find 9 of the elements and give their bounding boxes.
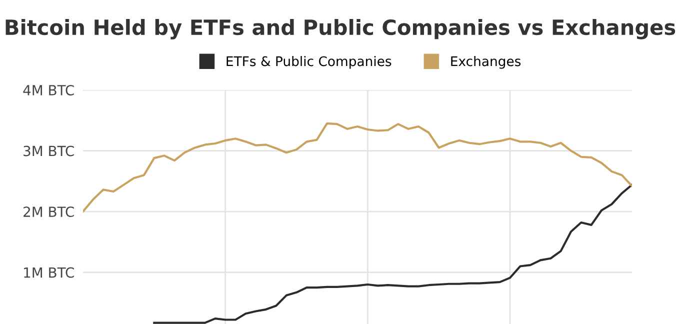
y-tick-label: 2M BTC bbox=[24, 206, 74, 218]
y-tick-label: 3M BTC bbox=[24, 146, 74, 156]
chart-title: Bitcoin Held by ETFs and Public Companies vs Exchanges bbox=[6, 18, 676, 40]
line-series bbox=[83, 122, 632, 213]
y-tick-label: 4M BTC bbox=[23, 84, 74, 96]
y-tick-label: 1M BTC bbox=[24, 267, 74, 278]
line-series bbox=[153, 184, 632, 324]
legend-label: ETFs & Public Companies bbox=[226, 56, 392, 69]
legend-label: Exchanges bbox=[451, 56, 521, 69]
